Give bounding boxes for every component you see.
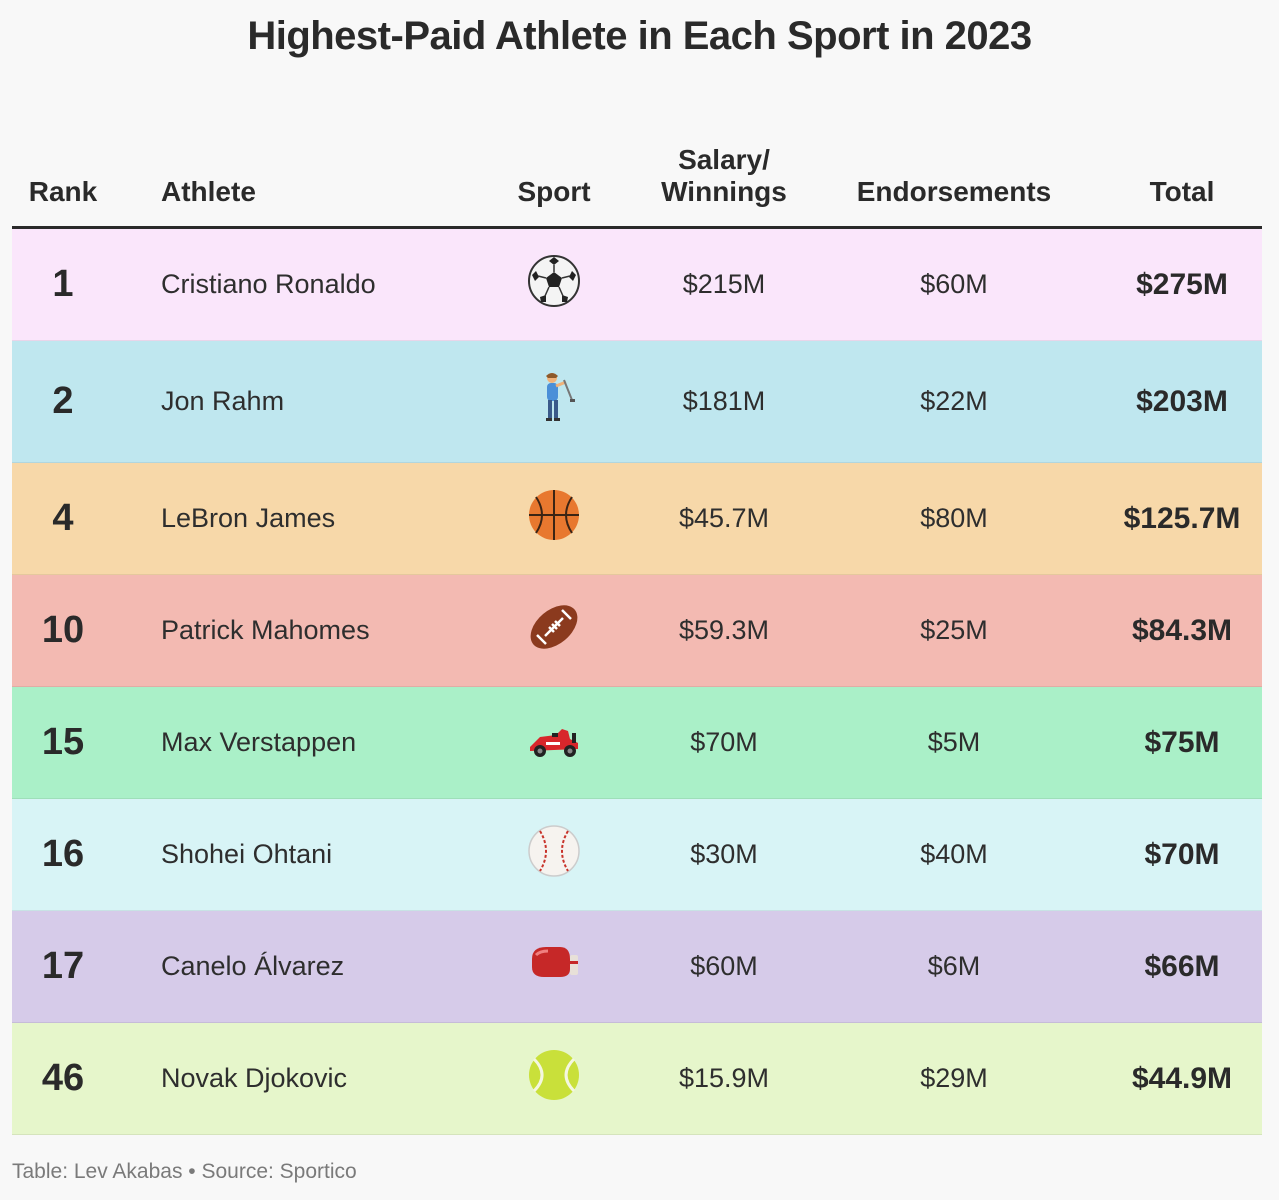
athlete-cell: Canelo Álvarez	[161, 951, 345, 981]
race-car-icon	[526, 711, 582, 774]
athlete-cell: Jon Rahm	[161, 386, 285, 416]
rank-cell: 15	[41, 721, 85, 763]
total-cell: $75M	[1144, 725, 1220, 759]
athlete-cell: Cristiano Ronaldo	[161, 269, 376, 299]
salary-cell: $70M	[690, 727, 758, 757]
header-salary: Salary/ Winnings	[634, 144, 814, 208]
sport-cell	[494, 911, 614, 1022]
table-row: 17 Canelo Álvarez $60M $6M $66M	[12, 911, 1262, 1023]
salary-cell: $215M	[682, 269, 766, 299]
header-total: Total	[1149, 176, 1215, 207]
table-row: 10 Patrick Mahomes $59.3M $25M $84.3M	[12, 575, 1262, 687]
endorsements-cell: $60M	[920, 269, 988, 299]
source-note: Table: Lev Akabas • Source: Sportico	[12, 1160, 357, 1183]
header-salary-line1: Salary/	[678, 144, 770, 175]
total-cell: $44.9M	[1131, 1061, 1233, 1095]
header-rank: Rank	[28, 176, 98, 207]
rank-cell: 10	[41, 609, 85, 651]
rank-cell: 16	[41, 833, 85, 875]
rank-cell: 1	[52, 263, 74, 305]
salary-cell: $60M	[690, 951, 758, 981]
american-football-icon	[526, 599, 582, 662]
soccer-ball-icon	[526, 253, 582, 316]
table-body: 1 Cristiano Ronaldo $215M $60M $275M 2 Jon Rah…	[12, 229, 1262, 1135]
baseball-icon	[526, 823, 582, 886]
sport-cell	[494, 1023, 614, 1134]
chart-title: Highest-Paid Athlete in Each Sport in 20…	[247, 14, 1032, 58]
total-cell: $125.7M	[1123, 501, 1241, 535]
table-row: 16 Shohei Ohtani $30M $40M $70M	[12, 799, 1262, 911]
sport-cell	[494, 463, 614, 574]
athlete-cell: Novak Djokovic	[161, 1063, 348, 1093]
tennis-ball-icon	[526, 1047, 582, 1110]
sport-cell	[494, 799, 614, 910]
rank-cell: 4	[52, 497, 74, 539]
sport-cell	[494, 687, 614, 798]
table-row: 15 Max Verstappen $70M $5M $75M	[12, 687, 1262, 799]
total-cell: $70M	[1144, 837, 1220, 871]
rank-cell: 17	[41, 945, 85, 987]
header-salary-line2: Winnings	[661, 176, 787, 207]
table-row: 46 Novak Djokovic $15.9M $29M $44.9M	[12, 1023, 1262, 1135]
header-endorsements: Endorsements	[856, 176, 1052, 207]
table-row: 2 Jon Rahm $181M $22M $203M	[12, 341, 1262, 463]
header-athlete: Athlete	[161, 176, 256, 207]
total-cell: $275M	[1136, 267, 1228, 301]
salary-cell: $45.7M	[678, 503, 770, 533]
rank-cell: 46	[41, 1057, 85, 1099]
basketball-icon	[526, 487, 582, 550]
table-header: Rank Athlete Sport Salary/ Winnings Endo…	[12, 138, 1262, 229]
sport-cell	[494, 341, 614, 462]
table-row: 4 LeBron James $45.7M $80M $125.7M	[12, 463, 1262, 575]
endorsements-cell: $25M	[920, 615, 988, 645]
salary-cell: $30M	[690, 839, 758, 869]
athlete-cell: Patrick Mahomes	[161, 615, 370, 645]
header-sport: Sport	[517, 176, 591, 207]
endorsements-cell: $80M	[920, 503, 988, 533]
endorsements-cell: $40M	[920, 839, 988, 869]
total-cell: $84.3M	[1131, 613, 1233, 647]
athlete-table: Rank Athlete Sport Salary/ Winnings Endo…	[12, 138, 1262, 1135]
total-cell: $66M	[1144, 949, 1220, 983]
athlete-cell: Shohei Ohtani	[161, 839, 333, 869]
golfer-icon	[526, 370, 582, 433]
rank-cell: 2	[52, 380, 74, 422]
salary-cell: $181M	[682, 386, 766, 416]
athlete-cell: Max Verstappen	[161, 727, 357, 757]
endorsements-cell: $22M	[920, 386, 988, 416]
athlete-cell: LeBron James	[161, 503, 336, 533]
endorsements-cell: $29M	[920, 1063, 988, 1093]
sport-cell	[494, 575, 614, 686]
salary-cell: $15.9M	[678, 1063, 770, 1093]
boxing-glove-icon	[526, 935, 582, 998]
total-cell: $203M	[1136, 384, 1228, 418]
endorsements-cell: $5M	[927, 727, 981, 757]
table-row: 1 Cristiano Ronaldo $215M $60M $275M	[12, 229, 1262, 341]
endorsements-cell: $6M	[927, 951, 981, 981]
sport-cell	[494, 229, 614, 340]
salary-cell: $59.3M	[678, 615, 770, 645]
